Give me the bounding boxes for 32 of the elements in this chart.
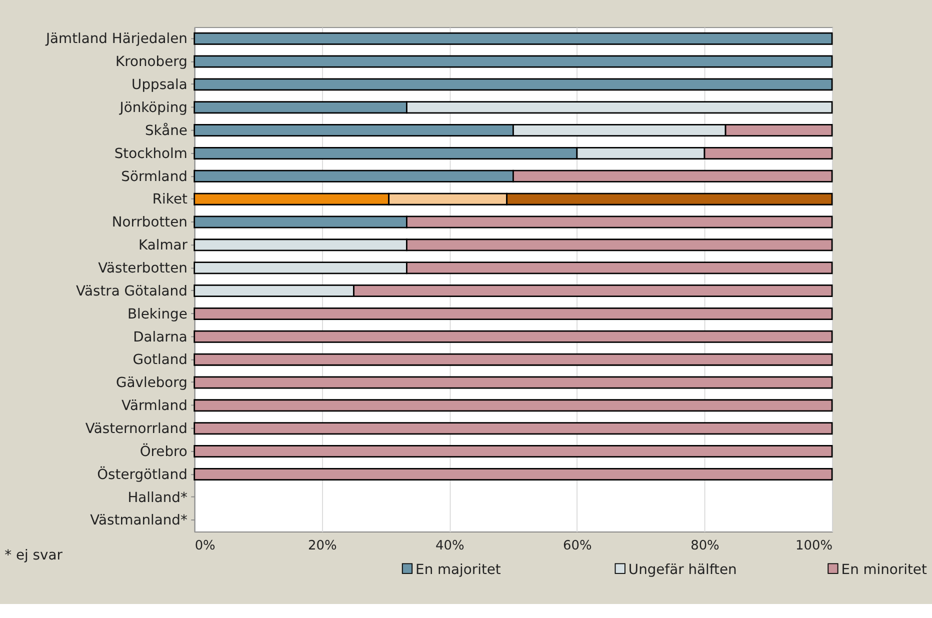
text: * ej svar — [4, 547, 63, 564]
y-tick-label: Västerbotten — [98, 260, 188, 276]
y-tick-label: Västra Götaland — [76, 283, 188, 300]
x-tick-label: 40% — [436, 538, 464, 554]
y-tick-label: Västernorrland — [85, 420, 188, 437]
y-tick-label: Gotland — [132, 352, 188, 368]
y-tick-label: Värmland — [122, 398, 188, 414]
y-tick-label: Uppsala — [132, 77, 188, 94]
x-tick-label: 100% — [796, 538, 833, 554]
x-tick-label: 60% — [563, 538, 592, 554]
x-tick-label: 80% — [690, 538, 720, 554]
y-tick-label: Östergötland — [97, 466, 188, 483]
y-tick-label: Norrbotten — [112, 214, 188, 231]
y-tick-label: Örebro — [140, 442, 188, 460]
y-tick-label: Dalarna — [133, 329, 188, 346]
x-tick-label: 0% — [194, 538, 216, 554]
legend-label: En minoritet — [841, 562, 928, 578]
y-tick-label: Kronoberg — [116, 54, 188, 70]
y-tick-label: Jönköping — [118, 100, 188, 116]
y-tick-label: Kalmar — [138, 238, 188, 254]
y-tick-label: Riket — [152, 192, 188, 208]
y-tick-label: Västmanland* — [90, 512, 188, 529]
y-tick-label: Sörmland — [121, 168, 188, 185]
x-tick-label: 20% — [308, 538, 337, 554]
legend-label: Ungefär hälften — [628, 562, 737, 578]
y-tick-label: Jämtland Härjedalen — [44, 31, 188, 48]
y-tick-label: Blekinge — [127, 306, 188, 322]
legend-label: En majoritet — [416, 562, 502, 578]
y-tick-label: Halland* — [128, 490, 188, 506]
y-tick-label: Gävleborg — [116, 375, 188, 392]
y-tick-label: Skåne — [144, 122, 188, 139]
y-tick-label: Stockholm — [114, 146, 188, 162]
